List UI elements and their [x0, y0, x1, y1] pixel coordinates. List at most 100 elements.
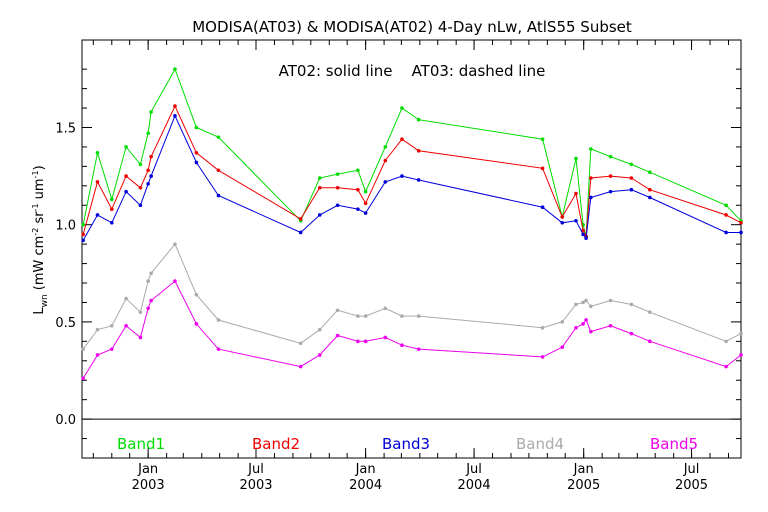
y-tick-label: 1.0 [55, 219, 76, 234]
data-point [574, 156, 578, 161]
data-point [363, 189, 368, 194]
data-point [739, 331, 743, 336]
data-point [383, 306, 388, 311]
legend-entry-band1: Band1 [117, 435, 165, 453]
data-point [589, 176, 593, 180]
data-point [560, 320, 565, 324]
data-point [560, 220, 565, 225]
y-axis-label: Lwn (mW cm-2 sr-1 um-1) [31, 165, 50, 314]
x-tick-year: 2003 [239, 478, 272, 493]
data-point [724, 230, 728, 235]
data-point [109, 220, 114, 225]
data-point [138, 162, 143, 167]
data-point [124, 323, 128, 328]
data-point [216, 347, 221, 351]
data-point [173, 114, 177, 118]
data-point [589, 195, 593, 200]
data-point [589, 147, 593, 151]
data-point [138, 203, 143, 208]
data-point [81, 232, 85, 237]
data-point [416, 178, 421, 182]
data-point [608, 174, 613, 178]
data-point [416, 117, 421, 122]
data-point [149, 110, 153, 114]
data-point [416, 314, 421, 318]
data-point [81, 238, 85, 243]
data-point [194, 125, 199, 130]
data-point [335, 333, 340, 338]
data-point [540, 355, 545, 359]
data-point [216, 318, 221, 322]
data-point [173, 67, 177, 71]
data-point [363, 314, 368, 318]
data-point [383, 335, 388, 340]
data-point [648, 170, 652, 175]
series-layer [81, 67, 743, 381]
legend-entry-band3: Band3 [382, 435, 430, 453]
data-point [317, 176, 322, 180]
data-point [581, 300, 585, 305]
x-tick-month: Jul [247, 462, 264, 477]
data-point [581, 322, 585, 326]
legend-entry-band2: Band2 [252, 435, 300, 453]
series-line-band4 [82, 243, 742, 350]
data-point [574, 219, 578, 223]
x-tick-year: 2005 [675, 478, 708, 493]
x-tick-year: 2005 [567, 478, 600, 493]
data-point [648, 339, 652, 344]
series-line-band2 [82, 104, 742, 239]
x-tick-month: Jan [573, 462, 594, 477]
data-point [540, 137, 545, 141]
data-point [335, 172, 340, 176]
data-point [739, 230, 743, 235]
x-tick-year: 2004 [349, 478, 382, 493]
data-point [95, 213, 100, 217]
data-point [81, 222, 85, 227]
x-tick-year: 2003 [132, 478, 165, 493]
plot-frame [81, 39, 742, 459]
legend: Band1 Band2 Band3 Band4 Band5 [117, 435, 698, 453]
data-point [317, 327, 322, 332]
data-point [138, 335, 143, 340]
data-point [648, 310, 652, 314]
data-point [608, 298, 613, 303]
data-point [540, 166, 545, 171]
series-line-band3 [82, 114, 741, 241]
x-tick-month: Jan [355, 462, 376, 477]
data-point [589, 304, 593, 309]
data-point [724, 339, 728, 344]
data-point [146, 131, 150, 136]
data-point [216, 135, 221, 140]
data-point [400, 137, 404, 141]
data-point [109, 347, 114, 351]
series-line-band5 [82, 280, 742, 379]
data-point [584, 236, 588, 241]
series-band5 [81, 279, 743, 381]
data-point [363, 339, 368, 344]
y-tick-label: 1.5 [55, 121, 76, 136]
data-point [81, 347, 85, 351]
data-point [95, 150, 100, 155]
data-point [383, 180, 388, 184]
data-point [138, 310, 143, 314]
data-point [400, 314, 404, 318]
legend-entry-band4: Band4 [516, 435, 564, 453]
data-point [109, 323, 114, 328]
data-point [574, 325, 578, 330]
data-point [173, 279, 177, 283]
data-point [383, 145, 388, 149]
data-point [560, 215, 565, 219]
data-point [95, 327, 100, 332]
data-point [335, 203, 340, 208]
data-point [356, 207, 360, 211]
x-tick-month: Jul [465, 462, 482, 477]
series-line-band1 [82, 68, 742, 237]
data-point [194, 150, 199, 155]
data-point [149, 298, 153, 303]
data-point [540, 205, 545, 209]
data-point [317, 213, 322, 217]
y-axis-label-main: L [32, 307, 47, 315]
data-point [400, 174, 404, 178]
data-point [724, 364, 728, 369]
